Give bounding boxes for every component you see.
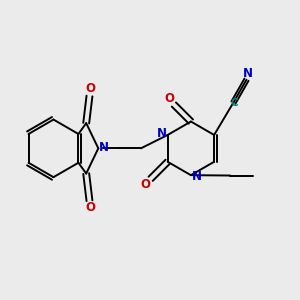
Text: O: O [141, 178, 151, 191]
Text: C: C [231, 98, 238, 108]
Text: N: N [98, 141, 109, 154]
Text: O: O [164, 92, 174, 105]
Text: O: O [85, 82, 95, 95]
Text: O: O [85, 201, 95, 214]
Text: N: N [192, 170, 202, 183]
Text: N: N [157, 127, 167, 140]
Text: N: N [243, 67, 253, 80]
